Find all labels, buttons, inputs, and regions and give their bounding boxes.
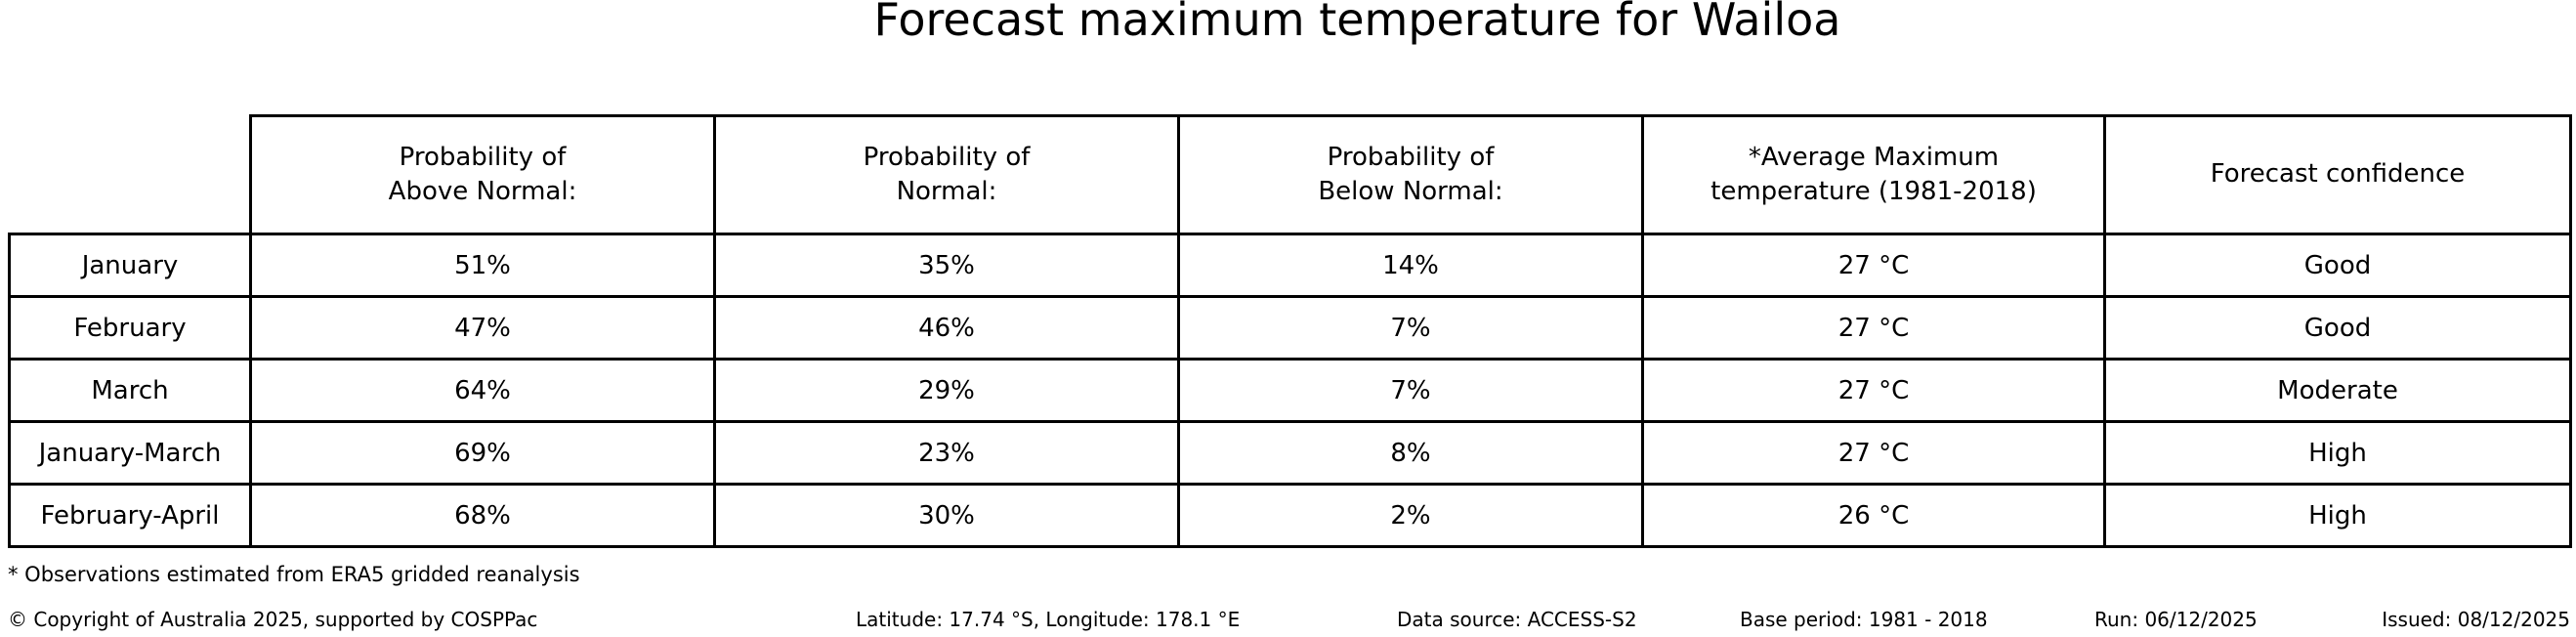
data-source-text: Data source: ACCESS-S2	[1397, 608, 1637, 631]
row-label: February-April	[8, 483, 252, 548]
normal-value: 46%	[713, 295, 1180, 361]
col-header-above-normal: Probability of Above Normal:	[249, 114, 716, 235]
col-header-average-max-temp: *Average Maximum temperature (1981-2018)	[1641, 114, 2106, 235]
issued-date-text: Issued: 08/12/2025	[2382, 608, 2570, 631]
table-row-january-march: January-March 69% 23% 8% 27 °C High	[8, 420, 2572, 486]
page-title: Forecast maximum temperature for Wailoa	[873, 0, 1841, 46]
average-max-temp-value: 26 °C	[1641, 483, 2106, 548]
col-header-forecast-confidence: Forecast confidence	[2103, 114, 2572, 235]
normal-value: 35%	[713, 233, 1180, 298]
row-label: January	[8, 233, 252, 298]
forecast-confidence-value: Moderate	[2103, 358, 2572, 423]
col-header-below-normal: Probability of Below Normal:	[1177, 114, 1644, 235]
below-normal-value: 14%	[1177, 233, 1644, 298]
footer-bar: © Copyright of Australia 2025, supported…	[0, 608, 2576, 635]
corner-cell	[10, 116, 251, 234]
row-label: January-March	[8, 420, 252, 486]
below-normal-value: 8%	[1177, 420, 1644, 486]
average-max-temp-value: 27 °C	[1641, 295, 2106, 361]
table-row-january: January 51% 35% 14% 27 °C Good	[8, 233, 2572, 298]
above-normal-value: 69%	[249, 420, 716, 486]
normal-value: 30%	[713, 483, 1180, 548]
above-normal-value: 47%	[249, 295, 716, 361]
col-header-normal: Probability of Normal:	[713, 114, 1180, 235]
average-max-temp-value: 27 °C	[1641, 358, 2106, 423]
forecast-confidence-value: High	[2103, 420, 2572, 486]
run-date-text: Run: 06/12/2025	[2094, 608, 2258, 631]
below-normal-value: 2%	[1177, 483, 1644, 548]
table-header-row: Probability of Above Normal: Probability…	[10, 114, 2572, 235]
forecast-confidence-value: Good	[2103, 233, 2572, 298]
above-normal-value: 51%	[249, 233, 716, 298]
row-label: February	[8, 295, 252, 361]
table-row-february: February 47% 46% 7% 27 °C Good	[8, 295, 2572, 361]
base-period-text: Base period: 1981 - 2018	[1740, 608, 1988, 631]
observations-footnote: * Observations estimated from ERA5 gridd…	[8, 563, 580, 586]
table-row-february-april: February-April 68% 30% 2% 26 °C High	[8, 483, 2572, 548]
average-max-temp-value: 27 °C	[1641, 420, 2106, 486]
row-label: March	[8, 358, 252, 423]
forecast-confidence-value: Good	[2103, 295, 2572, 361]
copyright-text: © Copyright of Australia 2025, supported…	[8, 608, 538, 631]
average-max-temp-value: 27 °C	[1641, 233, 2106, 298]
above-normal-value: 68%	[249, 483, 716, 548]
latitude-longitude-text: Latitude: 17.74 °S, Longitude: 178.1 °E	[856, 608, 1241, 631]
table-row-march: March 64% 29% 7% 27 °C Moderate	[8, 358, 2572, 423]
forecast-confidence-value: High	[2103, 483, 2572, 548]
normal-value: 23%	[713, 420, 1180, 486]
normal-value: 29%	[713, 358, 1180, 423]
above-normal-value: 64%	[249, 358, 716, 423]
below-normal-value: 7%	[1177, 358, 1644, 423]
forecast-table: Probability of Above Normal: Probability…	[8, 114, 2572, 548]
below-normal-value: 7%	[1177, 295, 1644, 361]
